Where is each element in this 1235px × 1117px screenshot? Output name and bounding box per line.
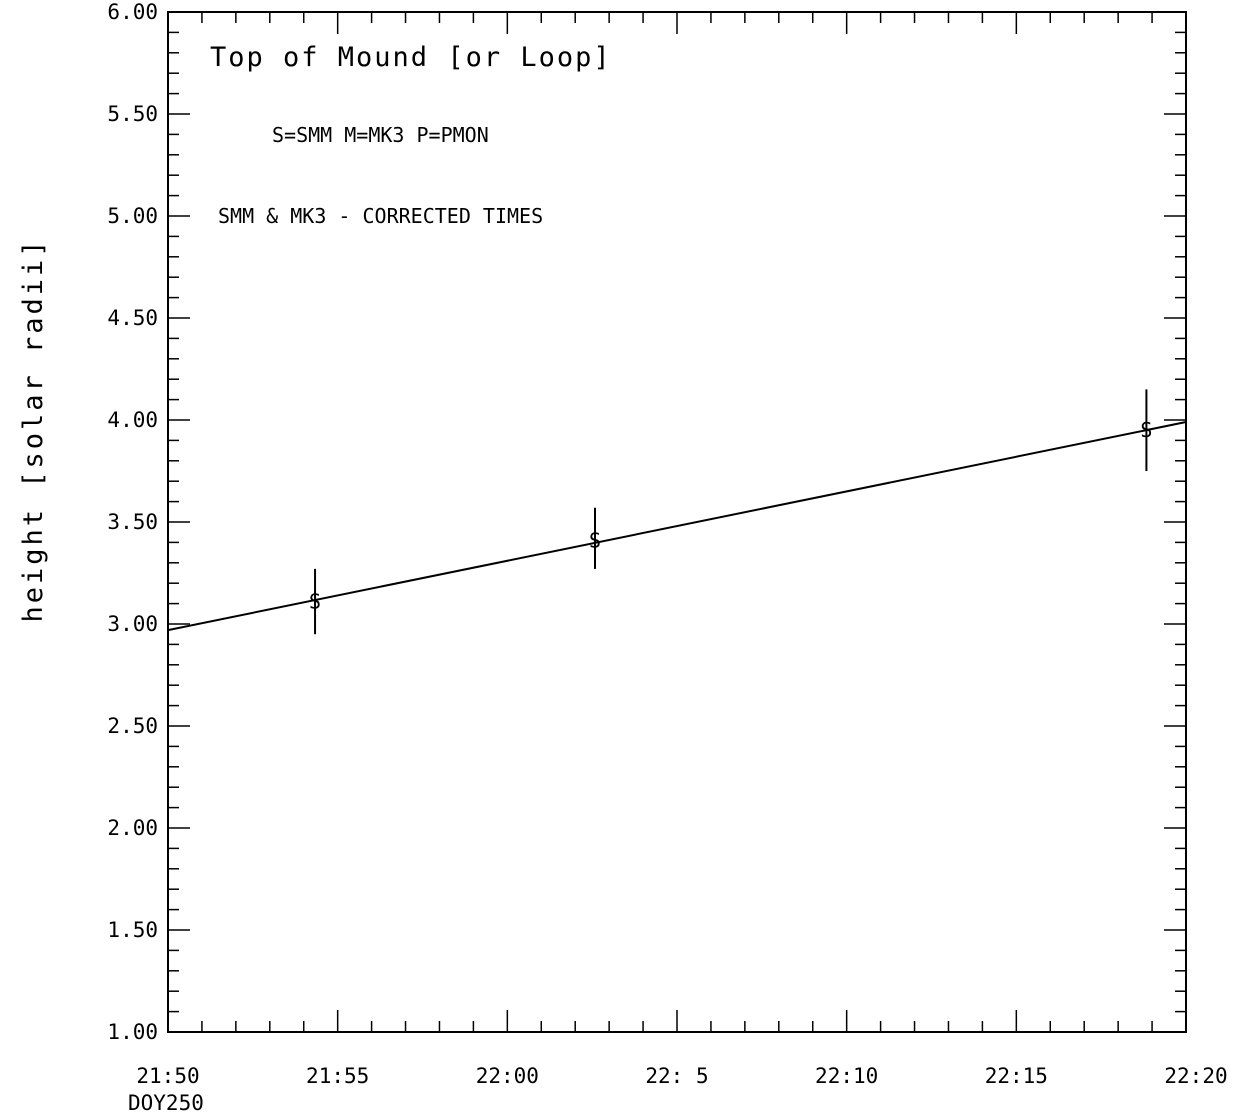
y-axis-label: height [solar radii] [18, 237, 49, 622]
legend-annotation: S=SMM M=MK3 P=PMON [272, 123, 489, 147]
y-tick-label: 2.00 [107, 816, 158, 840]
chart-title: Top of Mound [or Loop] [210, 42, 612, 73]
y-tick-label: 2.50 [107, 714, 158, 738]
y-tick-label: 5.00 [107, 204, 158, 228]
y-tick-label: 3.00 [107, 612, 158, 636]
correction-annotation: SMM & MK3 - CORRECTED TIMES [218, 204, 543, 228]
y-tick-labels: 1.00 1.50 2.00 2.50 3.00 3.50 4.00 4.50 5.00 5.50… [107, 0, 158, 1044]
x-tick-label: 21:55 [306, 1064, 369, 1088]
data-point-marker: S [589, 528, 601, 552]
x-tick-label: 22:20 [1164, 1064, 1227, 1088]
x-tick-label: 22:15 [985, 1064, 1048, 1088]
data-point-marker: S [1140, 418, 1152, 442]
data-points: S S S [309, 389, 1152, 635]
y-tick-label: 5.50 [107, 102, 158, 126]
x-tick-label: 22:10 [815, 1064, 878, 1088]
plot-frame [167, 11, 1187, 1033]
y-tick-label: 1.00 [107, 1020, 158, 1044]
x-tick-label: 21:50 [136, 1064, 199, 1088]
y-tick-label: 4.50 [107, 306, 158, 330]
x-axis-sublabel: DOY250 [128, 1091, 204, 1115]
y-tick-label: 3.50 [107, 510, 158, 534]
fit-line [167, 421, 1187, 632]
axis-ticks [167, 11, 1187, 1033]
x-tick-label: 22: 5 [645, 1064, 708, 1088]
x-tick-label: 22:00 [476, 1064, 539, 1088]
x-tick-labels: 21:50 21:55 22:00 22: 5 22:10 22:15 22:20 [136, 1064, 1227, 1088]
y-tick-label: 6.00 [107, 0, 158, 24]
data-point-marker: S [309, 590, 321, 614]
y-tick-label: 1.50 [107, 918, 158, 942]
y-tick-label: 4.00 [107, 408, 158, 432]
